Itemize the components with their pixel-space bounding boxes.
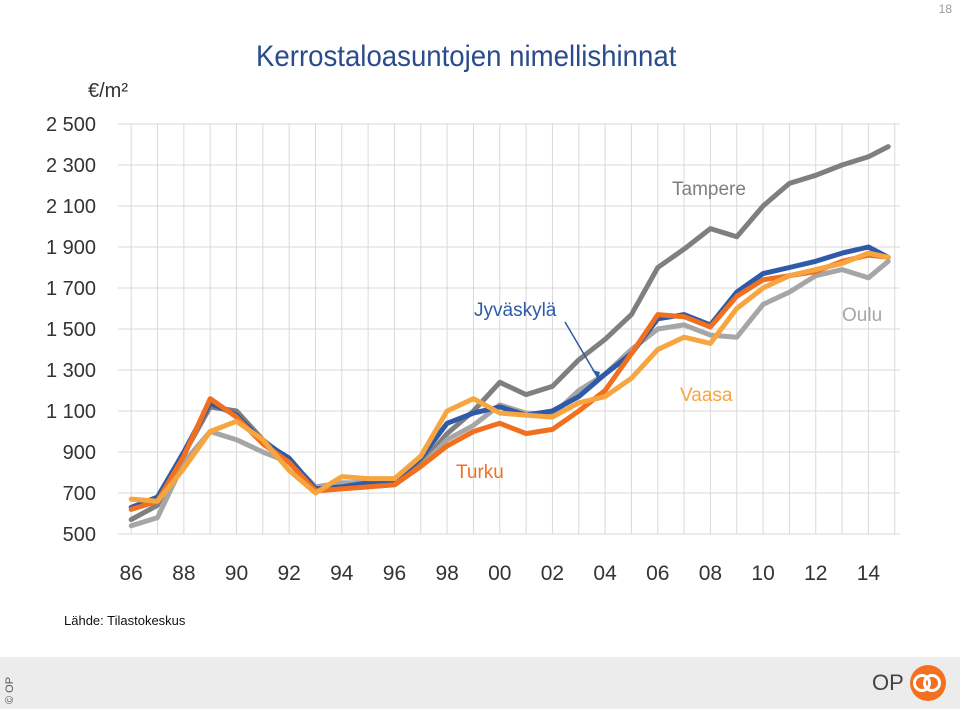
y-tick-label: 1 100 <box>46 401 96 423</box>
x-tick-label: 88 <box>172 562 195 585</box>
x-tick-label: 00 <box>488 562 511 585</box>
annotation-tampere: Tampere <box>672 179 746 200</box>
series-line-jyvskyl <box>128 244 891 510</box>
y-tick-label: 500 <box>63 524 96 546</box>
annotation-oulu: Oulu <box>842 305 882 326</box>
x-tick-label: 14 <box>857 562 881 585</box>
x-tick-label: 04 <box>593 562 617 585</box>
x-tick-label: 94 <box>330 562 354 585</box>
op-logo-icon <box>909 665 946 701</box>
y-tick-label: 1 900 <box>46 237 96 259</box>
x-tick-label: 08 <box>699 562 722 585</box>
y-tick-label: 2 300 <box>46 155 96 177</box>
y-tick-label: 1 700 <box>46 278 96 300</box>
x-tick-label: 96 <box>383 562 406 585</box>
chart-title: Kerrostaloasuntojen nimellishinnat <box>256 40 677 73</box>
x-tick-label: 92 <box>277 562 300 585</box>
y-tick-label: 1 300 <box>46 360 96 382</box>
series-line-turku <box>128 252 891 512</box>
y-tick-label: 700 <box>63 483 96 505</box>
x-tick-label: 98 <box>435 562 458 585</box>
footer-bar <box>0 657 960 709</box>
annotation-pointer-arrow <box>592 370 600 378</box>
annotation-turku: Turku <box>456 462 504 483</box>
annotation-pointer-line <box>564 321 599 379</box>
y-tick-label: 900 <box>63 442 96 464</box>
y-tick-label: 2 100 <box>46 196 96 218</box>
annotation-vaasa: Vaasa <box>680 385 733 406</box>
op-logo: OP <box>872 665 946 701</box>
y-unit-label: €/m² <box>88 80 128 102</box>
series-line-vaasa <box>128 250 891 504</box>
x-tick-label: 86 <box>119 562 142 585</box>
x-tick-label: 12 <box>804 562 827 585</box>
x-tick-label: 10 <box>751 562 774 585</box>
y-tick-label: 1 500 <box>46 319 96 341</box>
brand-text: OP <box>872 670 904 695</box>
price-line-chart: 2 500 2 300 2 100 1 900 1 700 1 500 1 300 1 100… <box>46 114 900 585</box>
y-tick-label: 2 500 <box>46 114 96 136</box>
annotation-jyvskyl: Jyväskylä <box>474 300 557 321</box>
x-tick-label: 02 <box>541 562 564 585</box>
page-number: 18 <box>938 2 952 16</box>
series-line-tampere <box>128 144 891 523</box>
source-note: Lähde: Tilastokeskus <box>64 613 186 628</box>
x-tick-label: 90 <box>225 562 248 585</box>
copyright-notice: © OP <box>4 660 18 706</box>
copyright-text: © OP <box>4 676 16 704</box>
x-tick-label: 06 <box>646 562 669 585</box>
